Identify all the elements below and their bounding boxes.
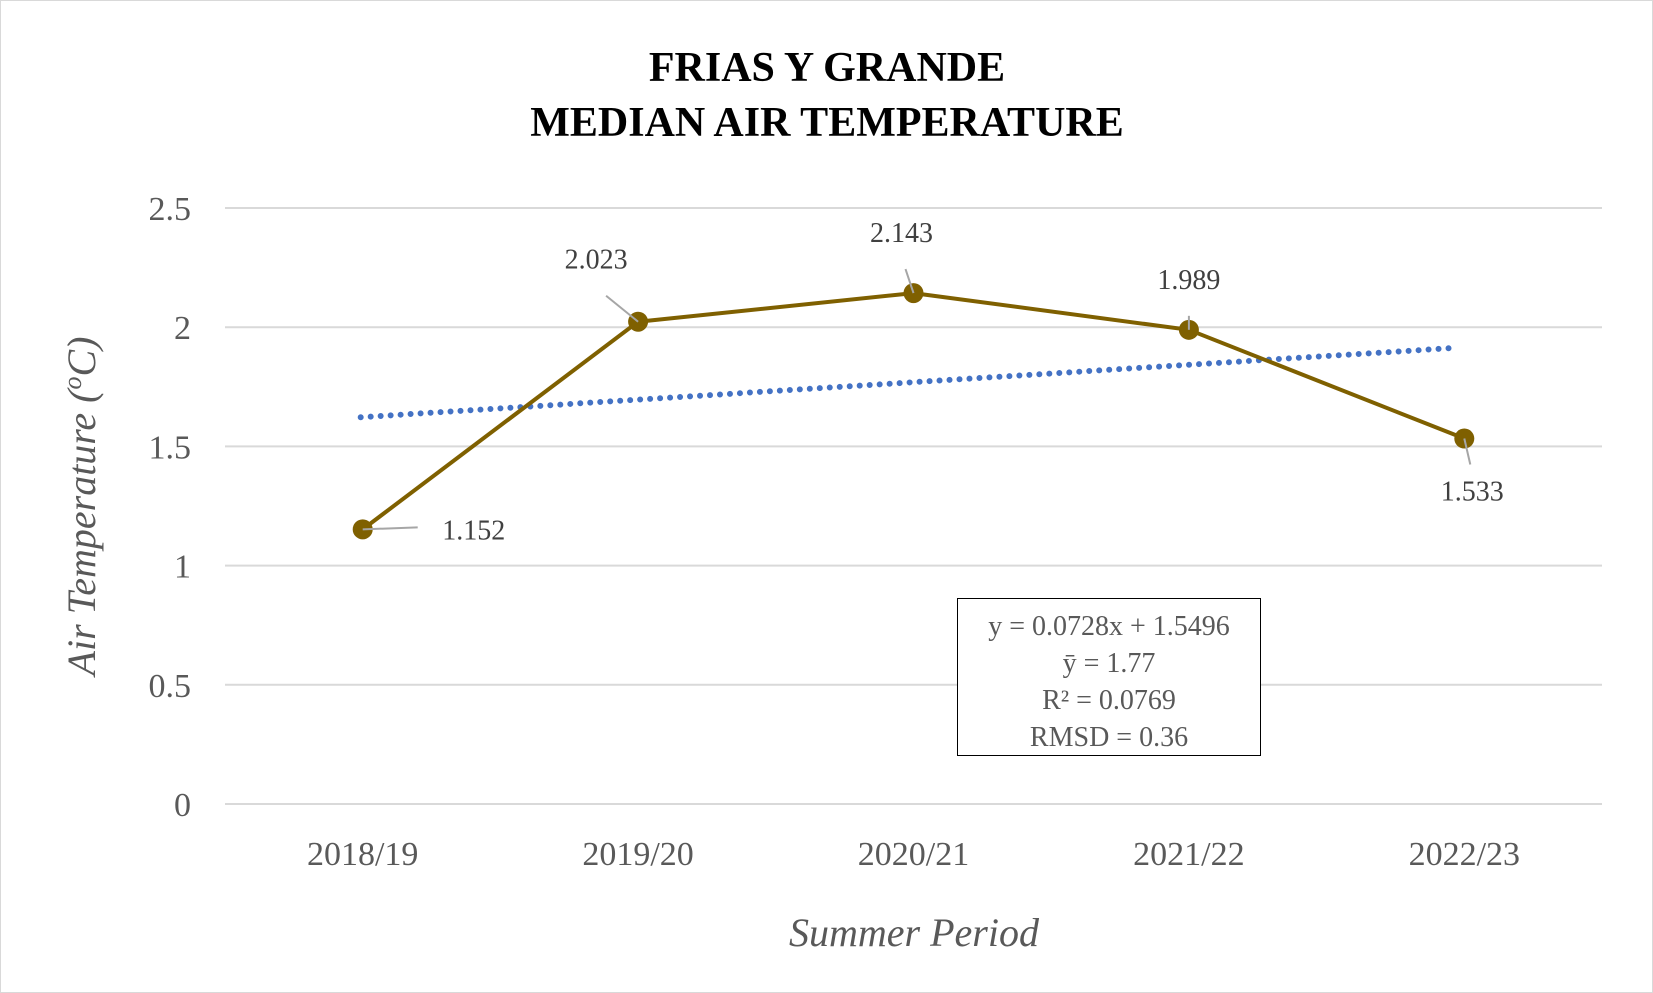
rmsd-value: RMSD = 0.36 bbox=[1029, 722, 1189, 753]
trendline-layer bbox=[357, 344, 1460, 421]
data-label-leader bbox=[1463, 438, 1472, 465]
data-label: 1.533 bbox=[1441, 477, 1504, 508]
x-axis-title: Summer Period bbox=[789, 910, 1040, 955]
series-line bbox=[361, 291, 1466, 531]
data-label-leader bbox=[904, 268, 915, 294]
x-axis-ticks: 2018/19 2019/20 2020/21 2021/22 2022/23 bbox=[307, 836, 1520, 873]
data-label: 2.023 bbox=[565, 245, 628, 276]
y-tick-label: 1.5 bbox=[149, 429, 192, 466]
data-label-layer: 1.152 2.023 2.143 1.989 1.533 bbox=[362, 218, 1504, 546]
y-axis-title-degree: o bbox=[58, 377, 87, 390]
x-tick-label: 2019/20 bbox=[582, 836, 693, 873]
y-tick-label: 0.5 bbox=[149, 668, 192, 705]
x-tick-label: 2021/22 bbox=[1133, 836, 1244, 873]
series-layer bbox=[352, 283, 1475, 540]
chart-title-line-2: MEDIAN AIR TEMPERATURE bbox=[530, 100, 1124, 146]
data-label-leader bbox=[605, 294, 639, 323]
y-tick-label: 2 bbox=[174, 310, 191, 347]
y-tick-label: 1 bbox=[174, 549, 191, 586]
chart-title-line-1: FRIAS Y GRANDE bbox=[649, 45, 1005, 91]
y-axis-title-unit: C) bbox=[59, 337, 104, 377]
r-squared: R² = 0.0769 bbox=[1042, 685, 1176, 716]
x-tick-label: 2022/23 bbox=[1409, 836, 1520, 873]
x-tick-label: 2018/19 bbox=[307, 836, 418, 873]
regression-equation: y = 0.0728x + 1.5496 bbox=[988, 611, 1230, 642]
data-label: 1.152 bbox=[442, 515, 505, 546]
y-tick-label: 2.5 bbox=[149, 191, 192, 228]
y-tick-label: 0 bbox=[174, 787, 191, 824]
regression-stats-box: y = 0.0728x + 1.5496 ȳ = 1.77 R² = 0.076… bbox=[957, 598, 1261, 756]
mean-value: ȳ = 1.77 bbox=[1062, 648, 1156, 679]
y-axis-ticks: 0 0.5 1 1.5 2 2.5 bbox=[149, 191, 192, 824]
data-label-leader bbox=[362, 526, 418, 531]
trendline bbox=[357, 344, 1460, 421]
data-label: 1.989 bbox=[1157, 265, 1220, 296]
y-axis-title-text: Air Temperature ( bbox=[59, 387, 104, 679]
data-label: 2.143 bbox=[870, 218, 933, 249]
x-tick-label: 2020/21 bbox=[858, 836, 969, 873]
y-axis-title: Air Temperature (oC) bbox=[58, 337, 104, 679]
gridlines bbox=[225, 207, 1602, 805]
